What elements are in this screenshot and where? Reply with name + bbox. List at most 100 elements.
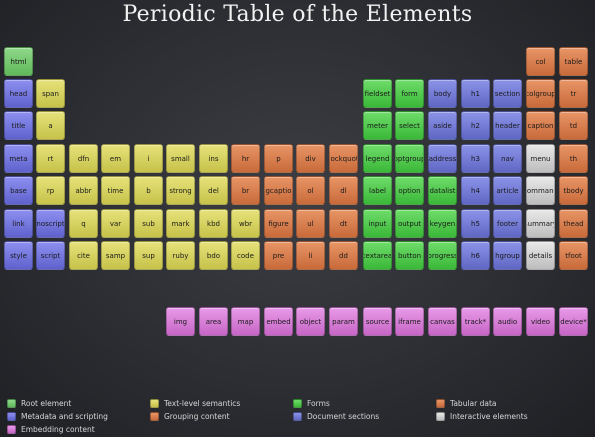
element-base[interactable]: base (4, 176, 33, 205)
element-dfn[interactable]: dfn (69, 144, 98, 173)
element-iframe[interactable]: iframe (395, 307, 424, 336)
element-ruby[interactable]: ruby (166, 241, 195, 270)
element-details[interactable]: details (526, 241, 555, 270)
element-body[interactable]: body (428, 79, 457, 108)
element-summary[interactable]: summary (526, 209, 555, 238)
element-link[interactable]: link (4, 209, 33, 238)
element-label[interactable]: label (363, 176, 392, 205)
element-object[interactable]: object (296, 307, 325, 336)
element-dl[interactable]: dl (329, 176, 358, 205)
element-del[interactable]: del (199, 176, 228, 205)
element-address[interactable]: address (428, 144, 457, 173)
element-track[interactable]: track* (461, 307, 490, 336)
element-div[interactable]: div (296, 144, 325, 173)
element-audio[interactable]: audio (493, 307, 522, 336)
element-footer[interactable]: footer (493, 209, 522, 238)
element-caption[interactable]: caption (526, 111, 555, 140)
element-textarea[interactable]: textarea (363, 241, 392, 270)
element-progress[interactable]: progress (428, 241, 457, 270)
element-source[interactable]: source (363, 307, 392, 336)
element-colgroup[interactable]: colgroup (526, 79, 555, 108)
element-kbd[interactable]: kbd (199, 209, 228, 238)
element-embed[interactable]: embed (264, 307, 293, 336)
element-legend[interactable]: legend (363, 144, 392, 173)
element-em[interactable]: em (101, 144, 130, 173)
element-map[interactable]: map (231, 307, 260, 336)
element-script[interactable]: script (36, 241, 65, 270)
element-sup[interactable]: sup (134, 241, 163, 270)
element-html[interactable]: html (4, 47, 33, 76)
element-hgroup[interactable]: hgroup (493, 241, 522, 270)
element-ol[interactable]: ol (296, 176, 325, 205)
element-tr[interactable]: tr (559, 79, 588, 108)
element-datalist[interactable]: datalist (428, 176, 457, 205)
element-noscript[interactable]: noscript (36, 209, 65, 238)
element-aside[interactable]: aside (428, 111, 457, 140)
element-dd[interactable]: dd (329, 241, 358, 270)
element-b[interactable]: b (134, 176, 163, 205)
element-a[interactable]: a (36, 111, 65, 140)
element-var[interactable]: var (101, 209, 130, 238)
element-hr[interactable]: hr (231, 144, 260, 173)
element-meta[interactable]: meta (4, 144, 33, 173)
element-optgroup[interactable]: optgroup (395, 144, 424, 173)
element-ins[interactable]: ins (199, 144, 228, 173)
element-blockquote[interactable]: blockquote (329, 144, 358, 173)
element-tfoot[interactable]: tfoot (559, 241, 588, 270)
element-small[interactable]: small (166, 144, 195, 173)
element-keygen[interactable]: keygen (428, 209, 457, 238)
element-img[interactable]: img (166, 307, 195, 336)
element-fieldset[interactable]: fieldset (363, 79, 392, 108)
element-head[interactable]: head (4, 79, 33, 108)
element-figcaption[interactable]: figcaption (264, 176, 293, 205)
element-strong[interactable]: strong (166, 176, 195, 205)
element-dt[interactable]: dt (329, 209, 358, 238)
element-col[interactable]: col (526, 47, 555, 76)
element-form[interactable]: form (395, 79, 424, 108)
element-ul[interactable]: ul (296, 209, 325, 238)
element-nav[interactable]: nav (493, 144, 522, 173)
element-br[interactable]: br (231, 176, 260, 205)
element-bdo[interactable]: bdo (199, 241, 228, 270)
element-h4[interactable]: h4 (461, 176, 490, 205)
element-p[interactable]: p (264, 144, 293, 173)
element-h1[interactable]: h1 (461, 79, 490, 108)
element-article[interactable]: article (493, 176, 522, 205)
element-video[interactable]: video (526, 307, 555, 336)
element-header[interactable]: header (493, 111, 522, 140)
element-input[interactable]: input (363, 209, 392, 238)
element-button[interactable]: button (395, 241, 424, 270)
element-title[interactable]: title (4, 111, 33, 140)
element-device[interactable]: device* (559, 307, 588, 336)
element-i[interactable]: i (134, 144, 163, 173)
element-canvas[interactable]: canvas (428, 307, 457, 336)
element-menu[interactable]: menu (526, 144, 555, 173)
element-abbr[interactable]: abbr (69, 176, 98, 205)
element-td[interactable]: td (559, 111, 588, 140)
element-param[interactable]: param (329, 307, 358, 336)
element-style[interactable]: style (4, 241, 33, 270)
element-li[interactable]: li (296, 241, 325, 270)
element-pre[interactable]: pre (264, 241, 293, 270)
element-figure[interactable]: figure (264, 209, 293, 238)
element-cite[interactable]: cite (69, 241, 98, 270)
element-select[interactable]: select (395, 111, 424, 140)
element-tbody[interactable]: tbody (559, 176, 588, 205)
element-h6[interactable]: h6 (461, 241, 490, 270)
element-thead[interactable]: thead (559, 209, 588, 238)
element-q[interactable]: q (69, 209, 98, 238)
element-time[interactable]: time (101, 176, 130, 205)
element-h2[interactable]: h2 (461, 111, 490, 140)
element-section[interactable]: section (493, 79, 522, 108)
element-command[interactable]: command (526, 176, 555, 205)
element-rt[interactable]: rt (36, 144, 65, 173)
element-wbr[interactable]: wbr (231, 209, 260, 238)
element-table[interactable]: table (559, 47, 588, 76)
element-h5[interactable]: h5 (461, 209, 490, 238)
element-mark[interactable]: mark (166, 209, 195, 238)
element-option[interactable]: option (395, 176, 424, 205)
element-meter[interactable]: meter (363, 111, 392, 140)
element-h3[interactable]: h3 (461, 144, 490, 173)
element-span[interactable]: span (36, 79, 65, 108)
element-samp[interactable]: samp (101, 241, 130, 270)
